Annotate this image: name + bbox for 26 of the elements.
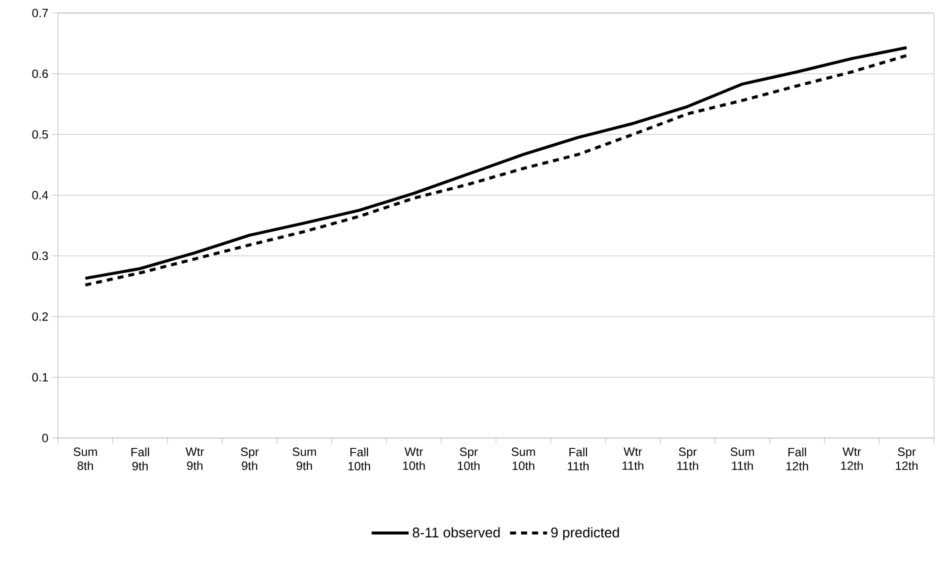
- y-tick-label: 0.2: [32, 312, 48, 321]
- y-tick-label: 0.5: [32, 130, 48, 139]
- x-tick-label: Fall 10th: [348, 448, 370, 470]
- y-tick-label: 0.3: [32, 252, 48, 260]
- y-tick-label: 0.7: [32, 8, 48, 18]
- x-tick-label: Wtr 10th: [403, 448, 425, 470]
- y-tick-label: 0.6: [32, 69, 48, 78]
- x-tick-label: Fall 11th: [568, 448, 589, 470]
- x-tick-label: Spr 10th: [458, 448, 480, 470]
- x-tick-label: Sum 9th: [292, 448, 316, 470]
- legend-label: 9 predicted: [551, 527, 619, 540]
- x-tick-label: Fall 9th: [131, 448, 149, 470]
- x-tick-label: Wtr 9th: [186, 448, 204, 470]
- x-tick-label: Spr 12th: [896, 448, 918, 470]
- x-tick-label: Fall 12th: [786, 448, 808, 470]
- x-tick-label: Spr 11th: [677, 448, 698, 470]
- x-tick-label: Sum 10th: [512, 448, 535, 470]
- y-tick-label: 0.1: [32, 373, 48, 382]
- y-tick-label: 0: [42, 434, 48, 442]
- legend-label: 8-11 observed: [412, 527, 500, 538]
- x-tick-label: Wtr 12th: [841, 448, 863, 470]
- x-tick-label: Sum 8th: [74, 448, 97, 470]
- x-tick-label: Spr 9th: [240, 448, 259, 470]
- x-tick-label: Wtr 11th: [622, 448, 644, 470]
- y-tick-label: 0.4: [32, 190, 48, 200]
- x-tick-label: Sum 11th: [730, 448, 754, 470]
